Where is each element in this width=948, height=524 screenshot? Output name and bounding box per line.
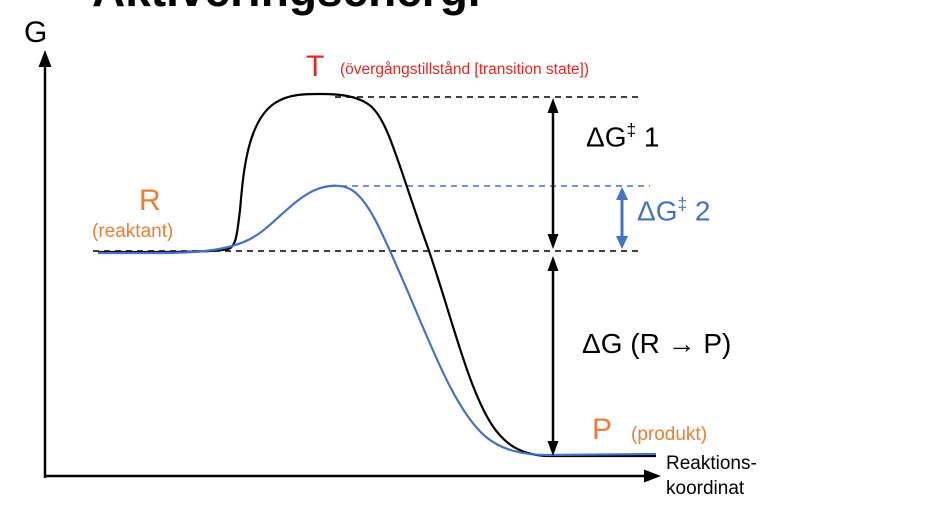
transition-state-letter: T: [306, 50, 325, 83]
dg1-arrowhead-top-icon: [547, 98, 559, 113]
black-energy-curve: [98, 92, 656, 458]
dg1-suffix: 1: [636, 121, 660, 153]
dg1-label: ΔG‡ 1: [586, 120, 660, 153]
dgrp-arrowhead-top-icon: [547, 256, 559, 271]
blue-energy-curve: [98, 184, 657, 457]
dg2-arrowhead-top-icon: [616, 187, 628, 200]
dgrp-arrowhead-bottom-icon: [547, 441, 559, 456]
slide-title-cropped: Aktiveringsenergi: [92, 0, 481, 17]
dgrp-label: ΔG (R → P): [582, 328, 732, 359]
x-axis-arrowhead-icon: [644, 469, 661, 483]
dg2-label: ΔG‡ 2: [637, 194, 711, 227]
x-axis-label: Reaktions- koordinat: [666, 451, 757, 501]
dg1-arrowhead-bottom-icon: [547, 234, 559, 249]
dg2-sup: ‡: [677, 194, 688, 214]
reactant-letter: R: [139, 184, 161, 217]
product-letter: P: [592, 413, 613, 446]
reactant-note: (reaktant): [92, 221, 174, 242]
dg2-arrowhead-bottom-icon: [616, 236, 628, 249]
dg2-prefix: ΔG: [637, 195, 678, 227]
product-note: (produkt): [631, 424, 708, 445]
y-axis-arrowhead-icon: [38, 50, 52, 67]
dg1-prefix: ΔG: [586, 121, 627, 153]
x-axis-label-line1: Reaktions-: [666, 453, 757, 474]
x-axis-label-line2: koordinat: [666, 478, 745, 499]
y-axis-label: G: [24, 16, 48, 49]
transition-state-note: (övergångstillstånd [transition state]): [340, 61, 589, 78]
dg2-suffix: 2: [687, 195, 711, 227]
dg1-sup: ‡: [626, 120, 637, 140]
